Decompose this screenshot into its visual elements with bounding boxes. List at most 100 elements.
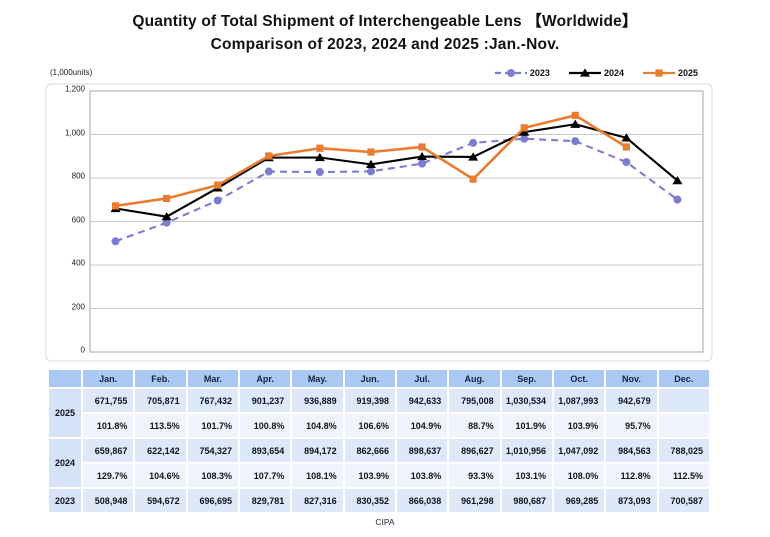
series-2025 xyxy=(111,111,630,210)
table-row-2025-percents: 101.8% 113.5% 101.7% 100.8% 104.8% 106.6% 104.… xyxy=(49,414,709,437)
table-cell-percent: 108.3% xyxy=(187,464,238,487)
table-cell-value: 508,948 xyxy=(83,489,134,512)
table-cell-percent: 100.8% xyxy=(240,414,291,437)
data-point-square xyxy=(111,202,120,210)
table-header-cell: Sep. xyxy=(501,370,552,387)
legend-item-2024: 2024 xyxy=(568,67,624,79)
table-header-cell: Dec. xyxy=(658,370,709,387)
table-header-cell: Feb. xyxy=(135,370,186,387)
data-point-square xyxy=(367,148,375,156)
data-point-circle xyxy=(571,137,580,146)
table-cell-percent: 88.7% xyxy=(449,414,500,437)
data-point-circle xyxy=(673,195,682,204)
table-cell-value: 936,889 xyxy=(292,389,343,412)
table-cell-value: 919,398 xyxy=(344,389,395,412)
table-cell-percent: 107.7% xyxy=(240,464,291,487)
row-label-2025: 2025 xyxy=(49,389,82,437)
data-point-square xyxy=(214,181,222,189)
table-cell-value: 827,316 xyxy=(292,489,343,512)
table-cell-value: 1,047,092 xyxy=(553,439,605,462)
table-cell-value: 901,237 xyxy=(240,389,291,412)
row-label-2024: 2024 xyxy=(49,439,82,487)
source-label: CIPA xyxy=(375,517,395,527)
table-cell-value: 961,298 xyxy=(449,489,500,512)
table-header-cell xyxy=(49,370,82,387)
table-cell-value: 893,654 xyxy=(240,439,291,462)
data-point-circle xyxy=(520,134,529,143)
table-header-cell: Mar. xyxy=(187,370,238,387)
table-cell-percent: 103.9% xyxy=(553,414,605,437)
table-cell-value xyxy=(658,389,709,412)
data-point-square xyxy=(316,144,324,152)
y-axis-tick: 400 xyxy=(71,258,85,268)
data-point-triangle xyxy=(365,159,376,168)
table-header-cell: Nov. xyxy=(606,370,657,387)
data-point-square xyxy=(622,143,630,151)
table-cell-percent: 112.8% xyxy=(606,464,657,487)
chart-title: Quantity of Total Shipment of Intercheng… xyxy=(0,10,770,56)
table-cell-value: 829,781 xyxy=(240,489,291,512)
table-cell-percent: 112.5% xyxy=(658,464,709,487)
data-point-circle xyxy=(162,218,171,227)
chart-title-line1: Quantity of Total Shipment of Intercheng… xyxy=(132,13,638,30)
table-row-2023-values: 2023 508,948 594,672 696,695 829,781 827,316 8… xyxy=(49,489,709,512)
table-cell-value: 866,038 xyxy=(396,489,448,512)
data-point-circle xyxy=(418,159,427,168)
table-cell-percent: 104.6% xyxy=(135,464,186,487)
table-header-cell: Jul. xyxy=(396,370,448,387)
data-point-square xyxy=(163,194,171,203)
data-point-circle xyxy=(622,158,631,167)
series-line-2023 xyxy=(115,137,679,243)
data-point-circle xyxy=(315,168,324,177)
table-cell-value: 767,432 xyxy=(187,389,238,412)
table-cell-value: 942,633 xyxy=(396,389,448,412)
series-2024 xyxy=(110,119,683,221)
table-row-2025-values: 2025 671,755 705,871 767,432 901,237 936,889 9… xyxy=(49,389,709,437)
table-cell-value: 659,867 xyxy=(83,439,134,462)
data-point-square xyxy=(520,124,528,132)
table-header-cell: Oct. xyxy=(553,370,605,387)
legend-swatch-triangle-icon xyxy=(568,68,601,77)
table-cell-percent: 103.8% xyxy=(396,464,448,487)
table-cell-value: 795,008 xyxy=(449,389,500,412)
table-cell-value: 696,695 xyxy=(187,489,238,512)
table-cell-value: 984,563 xyxy=(606,439,657,462)
table-header-row: Jan. Feb. Mar. Apr. May. Jun. Jul. Aug. Sep. Oct.… xyxy=(49,370,709,387)
data-point-triangle xyxy=(417,151,428,161)
table-header-cell: Jun. xyxy=(344,370,395,387)
data-point-circle xyxy=(213,196,222,205)
data-point-square xyxy=(418,143,426,151)
legend-label: 2025 xyxy=(677,68,698,78)
row-label-2023: 2023 xyxy=(49,489,82,512)
table-cell-percent: 104.8% xyxy=(292,414,343,437)
chart-frame xyxy=(45,83,713,362)
y-axis-unit-label: (1,000units) xyxy=(50,68,93,77)
table-cell-value: 1,087,993 xyxy=(553,389,605,412)
table-cell-percent: 129.7% xyxy=(83,464,134,487)
table-cell-percent: 108.0% xyxy=(553,464,605,487)
data-point-square xyxy=(265,152,273,160)
table-cell-percent: 104.9% xyxy=(396,414,448,437)
y-axis-tick: 600 xyxy=(71,215,85,224)
chart-title-line2: Comparison of 2023, 2024 and 2025 :Jan.-… xyxy=(210,36,560,53)
table-cell-value: 1,030,534 xyxy=(501,389,552,412)
table-header-cell: Jan. xyxy=(83,370,134,387)
table-cell-percent: 113.5% xyxy=(135,414,186,437)
legend-item-2025: 2025 xyxy=(642,67,698,79)
data-table: Jan. Feb. Mar. Apr. May. Jun. Jul. Aug. Sep. Oct.… xyxy=(47,368,711,514)
table-header-cell: Apr. xyxy=(240,370,291,387)
data-point-triangle xyxy=(579,68,590,77)
table-cell-percent: 106.6% xyxy=(344,414,395,437)
series-line-2024 xyxy=(115,123,679,218)
legend-swatch-square-icon xyxy=(642,69,675,77)
data-point-triangle xyxy=(570,119,581,128)
legend-swatch-circle-icon xyxy=(494,69,527,77)
data-point-triangle xyxy=(468,152,479,161)
legend-label: 2023 xyxy=(529,68,550,78)
table-cell-value: 898,637 xyxy=(396,439,448,462)
table-cell-value: 862,666 xyxy=(344,439,395,462)
plot-border xyxy=(89,90,704,353)
data-point-triangle xyxy=(621,133,632,142)
